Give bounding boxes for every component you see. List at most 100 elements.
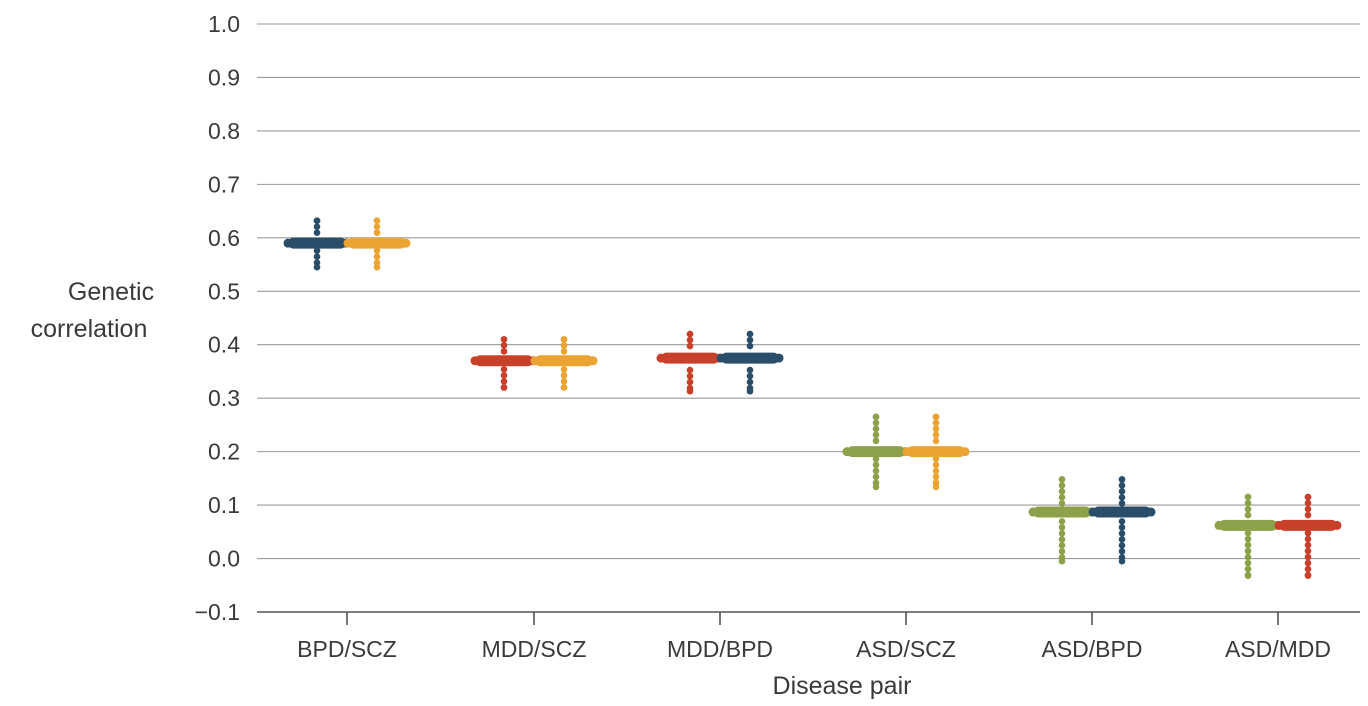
estimate-point	[1146, 507, 1156, 517]
estimate-point-max	[1118, 476, 1126, 483]
estimate-point	[560, 348, 568, 355]
estimate-point-min	[932, 483, 940, 491]
estimate-point	[1244, 505, 1252, 513]
estimate-point	[1118, 482, 1126, 489]
estimate-point-max	[872, 413, 880, 421]
estimate-point	[872, 461, 880, 469]
x-axis-ticks: BPD/SCZ MDD/SCZ MDD/BPD ASD/SCZ ASD/BPD ASD/M…	[297, 612, 1331, 662]
estimate-point-max	[1304, 493, 1312, 501]
estimate-group-mdd-scz-scz	[530, 336, 598, 391]
estimate-bar	[847, 446, 905, 458]
x-tick-label: BPD/SCZ	[297, 636, 397, 662]
y-axis-title-line-2: correlation	[31, 315, 148, 343]
estimate-point-max	[932, 413, 940, 421]
estimate-point	[686, 378, 694, 386]
estimate-point	[746, 372, 754, 380]
estimate-point	[1118, 524, 1126, 531]
estimate-bar	[535, 355, 593, 367]
estimate-point-max	[686, 330, 694, 338]
estimate-point	[1304, 511, 1312, 519]
estimate-point	[1058, 530, 1066, 537]
estimate-point	[872, 473, 880, 481]
estimate-group-asd-bpd-bpd	[1088, 476, 1156, 565]
x-tick-label: MDD/BPD	[667, 636, 773, 662]
estimate-point	[500, 342, 508, 349]
estimate-group-asd-mdd-asd	[1214, 493, 1282, 579]
gridlines	[257, 23, 1360, 613]
estimate-point	[1058, 494, 1066, 501]
estimate-bar	[288, 237, 346, 249]
estimate-point	[1304, 559, 1312, 567]
estimate-point	[560, 366, 568, 373]
y-axis-title: Genetic correlation	[31, 278, 154, 343]
estimate-group-mdd-bpd-bpd	[716, 330, 784, 395]
estimate-bar	[661, 352, 719, 364]
estimate-point	[401, 238, 411, 248]
estimate-point	[1244, 541, 1252, 549]
estimate-point	[1058, 482, 1066, 489]
estimate-point	[560, 342, 568, 349]
estimate-point-min	[746, 387, 754, 395]
estimate-point	[1058, 500, 1066, 507]
y-axis-title-line-1: Genetic	[68, 278, 154, 306]
x-tick-label: ASD/SCZ	[856, 636, 956, 662]
estimate-point-min	[1118, 557, 1126, 565]
estimate-point	[1244, 547, 1252, 555]
estimate-bar	[907, 446, 965, 458]
y-tick-label: 0.9	[208, 64, 240, 90]
estimate-point	[932, 455, 940, 463]
estimate-group-mdd-bpd-mdd	[656, 330, 724, 395]
estimate-point	[283, 238, 293, 248]
estimate-group-bpd-scz-bpd	[283, 217, 351, 271]
estimate-point	[1244, 553, 1252, 561]
estimate-bar	[1279, 519, 1337, 531]
estimate-point	[470, 356, 480, 366]
estimate-point	[313, 253, 321, 261]
estimate-point	[500, 378, 508, 385]
estimate-point	[1058, 548, 1066, 555]
estimate-group-asd-mdd-mdd	[1274, 493, 1342, 579]
estimate-point	[1244, 529, 1252, 537]
estimate-point	[1304, 535, 1312, 543]
estimate-point	[1304, 565, 1312, 573]
estimate-point	[872, 437, 880, 445]
estimate-point	[932, 431, 940, 439]
estimate-point	[1304, 499, 1312, 507]
estimate-point-min	[1244, 572, 1252, 579]
estimate-point	[500, 348, 508, 355]
y-tick-label: 0.6	[208, 225, 240, 251]
estimate-point	[716, 353, 726, 363]
estimate-point	[686, 342, 694, 350]
estimate-point	[1214, 520, 1224, 530]
estimate-point	[1304, 553, 1312, 561]
estimate-point	[1244, 511, 1252, 519]
data-points	[283, 217, 1342, 579]
y-axis-ticks: −0.1 0.0 0.1 0.2 0.3 0.4 0.5 0.6 0.7 0.8 0.9 1.0	[195, 11, 241, 625]
estimate-point	[1058, 536, 1066, 543]
estimate-point	[746, 342, 754, 350]
estimate-bar	[1033, 506, 1091, 518]
estimate-point	[1118, 536, 1126, 543]
estimate-point	[656, 353, 666, 363]
estimate-point	[842, 447, 852, 457]
estimate-point	[932, 473, 940, 481]
estimate-point	[686, 336, 694, 344]
estimate-point	[1058, 488, 1066, 495]
estimate-bar	[1093, 506, 1151, 518]
estimate-point	[373, 247, 381, 255]
estimate-group-bpd-scz-scz	[343, 217, 411, 271]
estimate-point	[932, 425, 940, 433]
estimate-point	[530, 356, 540, 366]
estimate-point	[1118, 518, 1126, 525]
estimate-point	[1304, 547, 1312, 555]
estimate-point	[774, 353, 784, 363]
estimate-point	[588, 356, 598, 366]
x-tick-label: MDD/SCZ	[482, 636, 587, 662]
estimate-point	[932, 467, 940, 475]
estimate-point	[1304, 505, 1312, 513]
y-tick-label: 1.0	[208, 11, 240, 37]
estimate-point-min	[1058, 557, 1066, 565]
estimate-point-min	[500, 384, 508, 391]
estimate-point-max	[313, 217, 321, 225]
